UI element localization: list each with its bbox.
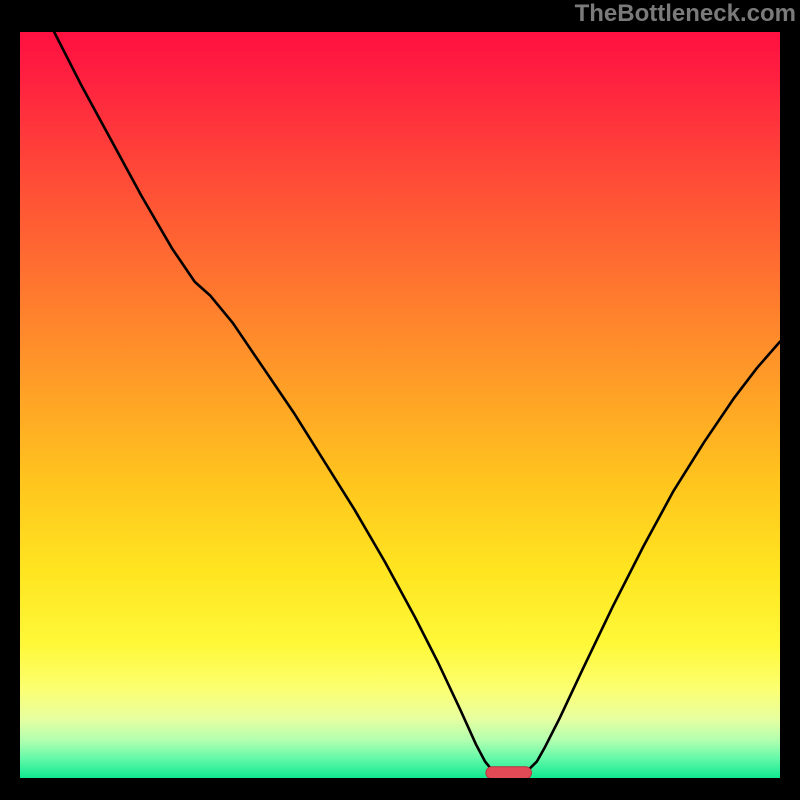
gradient-background <box>20 32 780 778</box>
bottleneck-chart <box>20 32 780 778</box>
watermark-text: TheBottleneck.com <box>575 0 796 28</box>
optimum-marker <box>486 767 532 778</box>
